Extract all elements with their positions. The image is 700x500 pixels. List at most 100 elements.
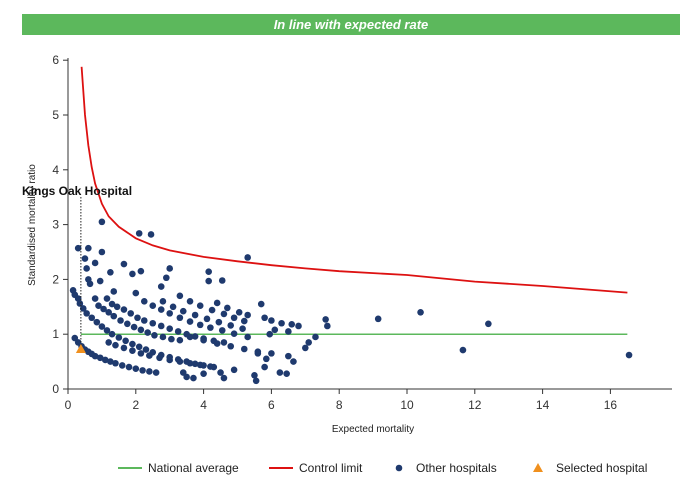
hospital-point <box>169 303 177 311</box>
hospital-point <box>137 267 145 275</box>
x-tick-label: 0 <box>65 398 72 412</box>
hospital-point <box>218 327 226 334</box>
hospital-point <box>91 352 99 360</box>
hospital-point <box>374 315 382 323</box>
hospital-point <box>285 328 292 335</box>
control-limit-curve <box>80 66 628 294</box>
hospital-point <box>159 298 167 305</box>
hospital-point <box>132 365 140 373</box>
hospital-point <box>137 326 145 334</box>
hospital-point <box>76 300 84 307</box>
hospital-point <box>213 299 221 307</box>
hospital-point <box>135 230 143 237</box>
hospital-point <box>149 302 157 310</box>
hospital-point <box>305 339 312 346</box>
hospital-point <box>283 370 290 377</box>
x-tick-label: 16 <box>604 398 618 412</box>
y-tick-label: 2 <box>52 272 59 286</box>
hospital-point <box>179 307 187 315</box>
hospital-point <box>103 327 111 334</box>
y-tick-label: 5 <box>52 108 59 122</box>
hospital-point <box>288 321 296 328</box>
hospital-point <box>129 270 136 278</box>
hospital-point <box>176 292 184 300</box>
hospital-point <box>166 325 173 333</box>
legend: National average Control limit Other hospi… <box>118 461 647 475</box>
hospital-point <box>93 318 101 326</box>
hospital-point <box>176 358 184 365</box>
hospital-point <box>140 298 148 305</box>
axes <box>67 58 672 390</box>
hospital-point <box>235 308 243 316</box>
hospital-point <box>140 317 148 324</box>
hospital-point <box>200 336 207 344</box>
hospital-point <box>268 317 275 324</box>
hospital-point <box>152 369 160 376</box>
hospital-point <box>207 363 214 370</box>
legend-label-national-average: National average <box>148 461 239 475</box>
hospital-point <box>251 372 258 379</box>
hospital-point <box>276 369 284 376</box>
hospital-point <box>113 303 121 311</box>
hospital-point <box>200 370 207 377</box>
hospital-point <box>230 314 238 322</box>
x-tick-label: 14 <box>536 398 550 412</box>
hospital-point <box>239 325 246 333</box>
hospital-point <box>220 310 228 318</box>
hospital-point <box>105 308 112 316</box>
hospital-point <box>191 360 199 368</box>
hospital-point <box>79 305 87 312</box>
x-tick-label: 8 <box>336 398 343 412</box>
hospital-point <box>146 368 153 375</box>
x-tick-label: 10 <box>400 398 414 412</box>
hospital-point <box>459 346 467 354</box>
hospital-point <box>95 302 102 310</box>
hospital-point <box>103 295 111 302</box>
hospital-point <box>220 339 228 346</box>
hospital-point <box>295 322 302 330</box>
hospital-point <box>157 306 165 313</box>
hospital-point <box>322 316 329 323</box>
x-tick-label: 12 <box>468 398 482 412</box>
legend-swatch-selected-hospital <box>533 463 543 472</box>
hospital-point <box>266 330 274 338</box>
hospital-point <box>227 342 235 350</box>
hospital-point <box>135 343 143 351</box>
hospital-point <box>302 344 309 352</box>
hospital-point <box>207 324 214 331</box>
hospital-point <box>107 358 114 365</box>
hospital-point <box>144 329 151 336</box>
x-tick-label: 4 <box>200 398 207 412</box>
hospital-point <box>203 315 211 323</box>
hospital-point <box>205 268 212 276</box>
hospital-point <box>261 363 268 371</box>
hospital-point <box>220 374 228 382</box>
hospital-point <box>96 354 104 362</box>
hospital-point <box>81 255 89 262</box>
x-tick-label: 6 <box>268 398 275 412</box>
hospital-point <box>118 362 126 369</box>
hospital-point <box>186 298 194 305</box>
hospital-point <box>134 314 141 322</box>
hospital-point <box>127 310 135 317</box>
hospital-point <box>86 280 94 288</box>
hospital-point <box>129 347 136 354</box>
hospital-point <box>186 333 194 341</box>
hospital-point <box>115 334 123 341</box>
hospital-point <box>120 306 128 313</box>
hospital-point <box>190 374 197 382</box>
hospital-point <box>157 283 165 290</box>
hospital-point <box>98 218 106 226</box>
hospital-point <box>230 330 238 337</box>
hospital-point <box>186 318 194 325</box>
selected-hospital-group: Kings Oak Hospital <box>22 184 132 353</box>
hospital-point <box>146 352 153 359</box>
hospital-point <box>176 336 184 344</box>
hospital-point <box>417 308 424 316</box>
hospital-point <box>117 317 124 324</box>
hospital-point <box>147 231 155 238</box>
hospital-point <box>244 254 251 261</box>
hospital-point <box>132 289 140 297</box>
reference-lines <box>80 66 628 335</box>
